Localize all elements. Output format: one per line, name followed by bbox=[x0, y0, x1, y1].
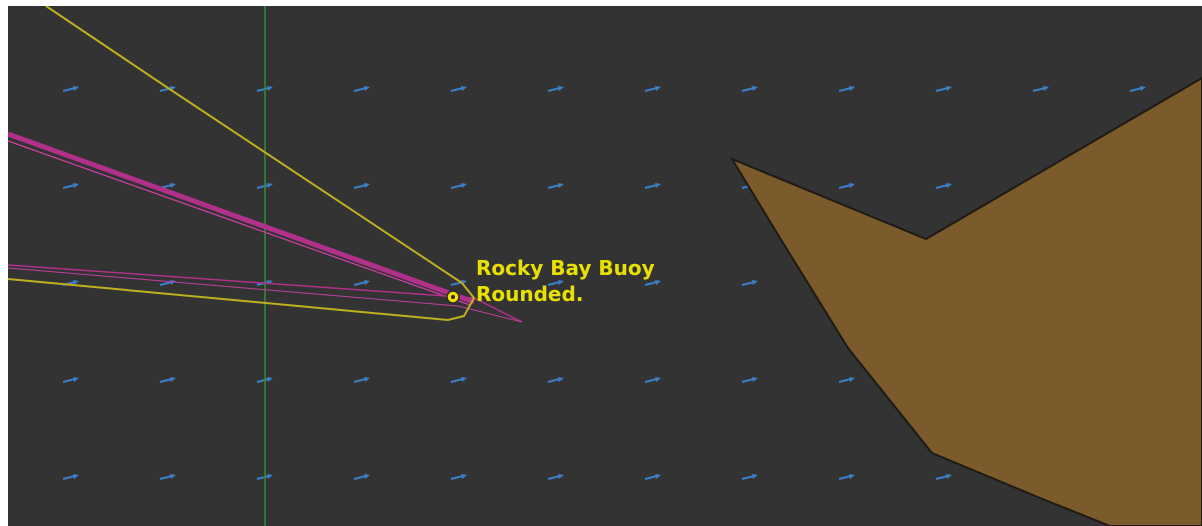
current-arrow-icon bbox=[62, 183, 79, 189]
current-arrow-icon bbox=[256, 86, 273, 92]
current-arrow-icon bbox=[547, 183, 564, 189]
boat-track bbox=[8, 6, 476, 322]
current-arrow-icon bbox=[62, 86, 79, 92]
current-arrow-icon bbox=[353, 377, 370, 383]
layline-lower-2 bbox=[8, 267, 523, 323]
current-arrow-icon bbox=[353, 474, 370, 480]
current-arrow-icon bbox=[644, 280, 661, 286]
current-arrow-icon bbox=[644, 86, 661, 92]
chart-view[interactable]: Rocky Bay Buoy Rounded. bbox=[8, 6, 1202, 526]
current-arrow-icon bbox=[644, 183, 661, 189]
current-arrow-icon bbox=[741, 280, 758, 286]
current-arrow-icon bbox=[353, 183, 370, 189]
current-arrow-icon bbox=[935, 474, 952, 480]
current-arrow-icon bbox=[838, 183, 855, 189]
current-arrow-icon bbox=[644, 474, 661, 480]
chart-canvas[interactable]: Rocky Bay Buoy Rounded. bbox=[8, 6, 1202, 526]
current-arrow-icon bbox=[256, 377, 273, 383]
current-arrow-icon bbox=[450, 86, 467, 92]
current-arrow-icon bbox=[450, 183, 467, 189]
current-arrow-icon bbox=[256, 183, 273, 189]
current-arrow-icon bbox=[1129, 86, 1146, 92]
current-arrow-icon bbox=[62, 377, 79, 383]
current-arrow-icon bbox=[547, 474, 564, 480]
current-arrow-icon bbox=[159, 377, 176, 383]
current-arrow-icon bbox=[547, 86, 564, 92]
land-mass bbox=[729, 76, 1202, 526]
current-arrow-icon bbox=[741, 86, 758, 92]
current-arrow-icon bbox=[62, 474, 79, 480]
mark-status-label: Rounded. bbox=[476, 282, 583, 306]
current-arrow-icon bbox=[256, 474, 273, 480]
current-arrow-icon bbox=[159, 280, 176, 286]
current-arrow-icon bbox=[644, 377, 661, 383]
current-arrow-icon bbox=[935, 183, 952, 189]
current-arrow-icon bbox=[838, 474, 855, 480]
current-arrow-icon bbox=[353, 86, 370, 92]
current-arrow-icon bbox=[159, 474, 176, 480]
current-arrow-icon bbox=[838, 86, 855, 92]
mark-name-label: Rocky Bay Buoy bbox=[476, 256, 655, 280]
current-arrow-icon bbox=[450, 474, 467, 480]
layline-upper bbox=[8, 131, 475, 305]
current-arrow-icon bbox=[450, 377, 467, 383]
current-arrow-icon bbox=[741, 474, 758, 480]
current-arrow-icon bbox=[353, 280, 370, 286]
current-arrow-icon bbox=[935, 86, 952, 92]
current-arrow-icon bbox=[1032, 86, 1049, 92]
current-arrow-icon bbox=[547, 280, 564, 286]
current-arrow-icon bbox=[547, 377, 564, 383]
current-arrow-icon bbox=[838, 377, 855, 383]
buoy-center bbox=[451, 295, 455, 299]
current-arrow-icon bbox=[741, 377, 758, 383]
layline-upper-inner bbox=[8, 140, 471, 306]
